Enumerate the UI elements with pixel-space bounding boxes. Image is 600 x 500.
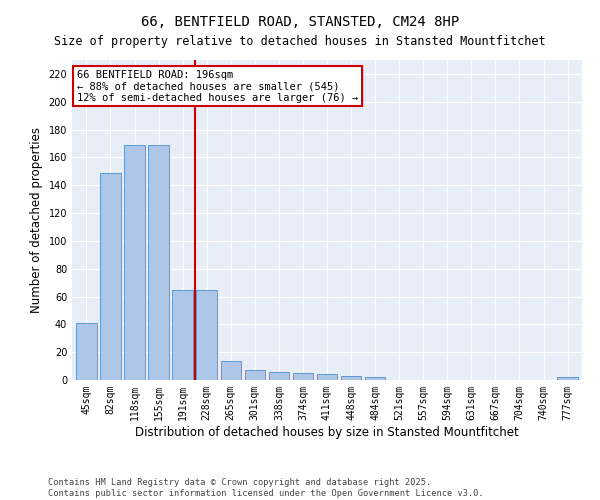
Text: 66, BENTFIELD ROAD, STANSTED, CM24 8HP: 66, BENTFIELD ROAD, STANSTED, CM24 8HP	[141, 15, 459, 29]
Bar	[124, 145, 145, 380]
Bar	[245, 370, 265, 380]
Bar	[341, 376, 361, 380]
Text: Contains HM Land Registry data © Crown copyright and database right 2025.
Contai: Contains HM Land Registry data © Crown c…	[48, 478, 484, 498]
X-axis label: Distribution of detached houses by size in Stansted Mountfitchet: Distribution of detached houses by size …	[135, 426, 519, 438]
Bar	[100, 172, 121, 380]
Bar	[196, 290, 217, 380]
Bar	[221, 360, 241, 380]
Bar	[172, 290, 193, 380]
Text: Size of property relative to detached houses in Stansted Mountfitchet: Size of property relative to detached ho…	[54, 35, 546, 48]
Y-axis label: Number of detached properties: Number of detached properties	[30, 127, 43, 313]
Bar	[76, 323, 97, 380]
Bar	[148, 145, 169, 380]
Bar	[269, 372, 289, 380]
Bar	[365, 377, 385, 380]
Bar	[293, 373, 313, 380]
Bar	[317, 374, 337, 380]
Text: 66 BENTFIELD ROAD: 196sqm
← 88% of detached houses are smaller (545)
12% of semi: 66 BENTFIELD ROAD: 196sqm ← 88% of detac…	[77, 70, 358, 103]
Bar	[557, 377, 578, 380]
